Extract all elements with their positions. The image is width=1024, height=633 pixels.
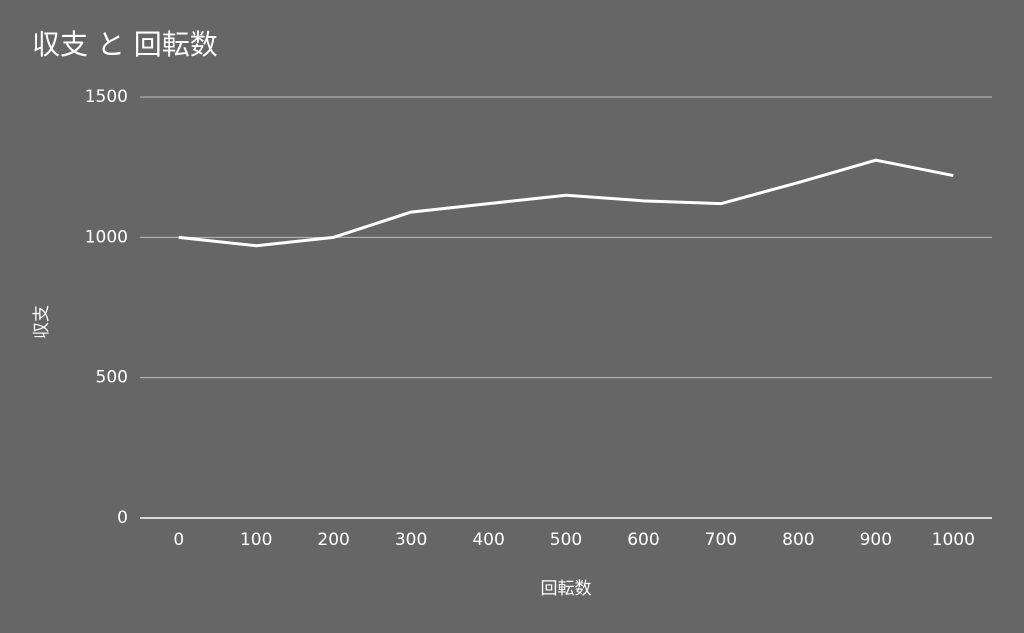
x-tick-label: 300 bbox=[395, 530, 427, 550]
x-tick-label: 0 bbox=[173, 530, 184, 550]
x-tick-label: 200 bbox=[317, 530, 349, 550]
y-tick-label: 1500 bbox=[85, 87, 128, 107]
chart-title: 収支 と 回転数 bbox=[32, 28, 218, 61]
x-tick-label: 800 bbox=[782, 530, 814, 550]
y-tick-label: 1000 bbox=[85, 227, 128, 247]
x-tick-label: 400 bbox=[472, 530, 504, 550]
y-tick-label: 0 bbox=[117, 508, 128, 528]
y-tick-label: 500 bbox=[96, 368, 128, 388]
x-tick-label: 100 bbox=[240, 530, 272, 550]
x-tick-label: 500 bbox=[550, 530, 582, 550]
data-line bbox=[178, 158, 954, 248]
x-tick-label: 1000 bbox=[932, 530, 975, 550]
x-tick-label: 700 bbox=[705, 530, 737, 550]
x-axis-label: 回転数 bbox=[541, 579, 592, 599]
y-axis-label: 収支 bbox=[32, 305, 52, 339]
x-tick-label: 600 bbox=[627, 530, 659, 550]
x-tick-label: 900 bbox=[860, 530, 892, 550]
